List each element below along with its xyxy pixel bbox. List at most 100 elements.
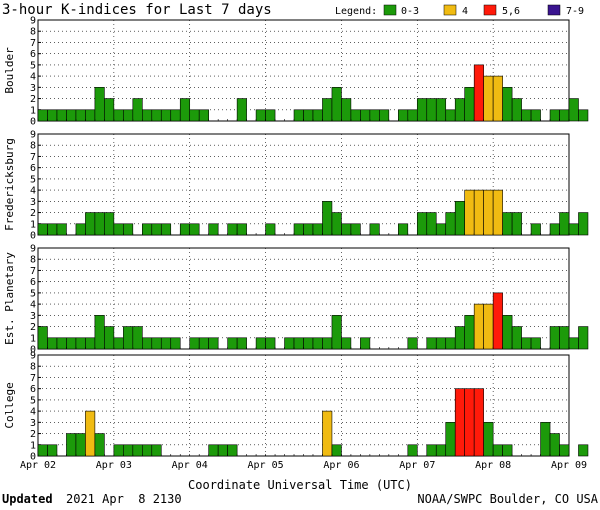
y-tick-label: 8 [30,27,36,38]
updated-timestamp: 2021 Apr 8 2130 [66,492,182,506]
k-index-bar [416,212,428,236]
updated-label: Updated [2,492,53,506]
k-index-bar [189,109,200,122]
k-index-bar [94,212,105,236]
k-index-bar [350,109,361,122]
k-index-bar [492,292,503,350]
y-tick-label: 1 [30,440,36,451]
k-index-bar [85,212,96,236]
k-index-bar [331,315,342,350]
k-index-bar [426,444,437,457]
k-index-bar [578,326,589,350]
k-index-bar [511,212,522,236]
legend-swatch-7-9 [547,4,561,16]
k-index-bar [293,223,304,236]
k-index-bar [322,410,333,457]
k-index-bar [426,212,437,236]
k-index-bar [454,326,465,350]
k-index-bar [492,444,503,457]
k-index-bar [398,223,409,236]
k-index-bar [189,337,200,350]
y-tick-label: 7 [30,38,36,49]
y-tick-label: 5 [30,174,36,185]
k-index-bar [47,444,58,457]
panel-label: Boulder [3,47,16,94]
panel-label: Fredericksburg [3,138,16,231]
y-tick-label: 4 [30,72,36,83]
k-index-bar [66,337,77,350]
chart-title: 3-hour K-indices for Last 7 days [2,2,272,18]
k-index-bar [322,201,333,236]
k-index-bar [85,109,96,122]
k-index-bar [160,223,172,236]
k-index-bar [170,109,181,122]
legend-swatch-5-6 [483,4,497,16]
k-index-bar [578,444,589,457]
legend-entry-4: 4 [462,6,468,17]
k-index-bar [208,223,219,236]
k-index-bar [75,223,86,236]
k-index-bar [255,337,266,350]
y-tick-label: 1 [30,219,36,230]
y-tick-label: 1 [30,105,36,116]
k-index-bar [559,326,570,350]
k-index-bar [331,87,342,122]
k-index-bar [379,109,390,122]
k-index-bar [265,109,276,122]
k-index-bar [47,223,58,236]
k-index-bar [464,189,475,236]
k-index-bar [132,444,143,457]
k-index-bar [227,223,238,236]
k-index-bar [407,109,418,122]
k-index-bar [217,444,228,457]
k-index-bar [208,337,219,350]
k-index-bar [104,212,115,236]
y-tick-label: 4 [30,300,36,311]
k-index-bar [151,337,162,350]
k-index-bar [483,422,494,457]
k-index-bar [142,109,153,122]
k-index-bar [473,64,484,122]
k-index-bar [341,337,352,350]
y-tick-label: 0 [30,345,36,356]
y-tick-label: 6 [30,49,36,60]
y-tick-label: 5 [30,288,36,299]
k-index-bar [94,87,105,122]
x-tick-label: Apr 07 [399,460,435,471]
legend-entry-0-3: 0-3 [401,6,419,17]
k-index-bar [549,109,560,122]
k-index-bar [530,109,541,122]
y-tick-label: 3 [30,418,36,429]
k-index-bar [578,109,589,122]
k-index-bar [236,98,247,122]
k-index-bar [75,109,86,122]
y-tick-label: 7 [30,266,36,277]
k-index-bar [559,444,570,457]
k-index-bar [492,75,503,122]
k-index-bar [75,337,86,350]
k-index-bar [473,303,484,350]
k-index-bar [341,98,352,122]
k-index-bar [435,98,447,122]
legend-entry-7-9: 7-9 [566,6,584,17]
k-index-bar [123,223,134,236]
k-index-bar [142,337,153,350]
k-index-bar [435,223,447,236]
k-index-bar [123,326,134,350]
y-tick-label: 3 [30,311,36,322]
k-index-bar [360,109,371,122]
x-tick-label: Apr 05 [248,460,284,471]
y-tick-label: 9 [30,16,36,27]
k-index-bar [511,98,522,122]
x-tick-label: Apr 02 [20,460,56,471]
k-index-bar [66,433,77,457]
y-tick-label: 6 [30,163,36,174]
k-index-bar [312,337,323,350]
x-tick-label: Apr 03 [96,460,132,471]
k-index-bar [85,337,96,350]
k-index-bar [113,337,124,350]
k-index-bar [559,212,570,236]
